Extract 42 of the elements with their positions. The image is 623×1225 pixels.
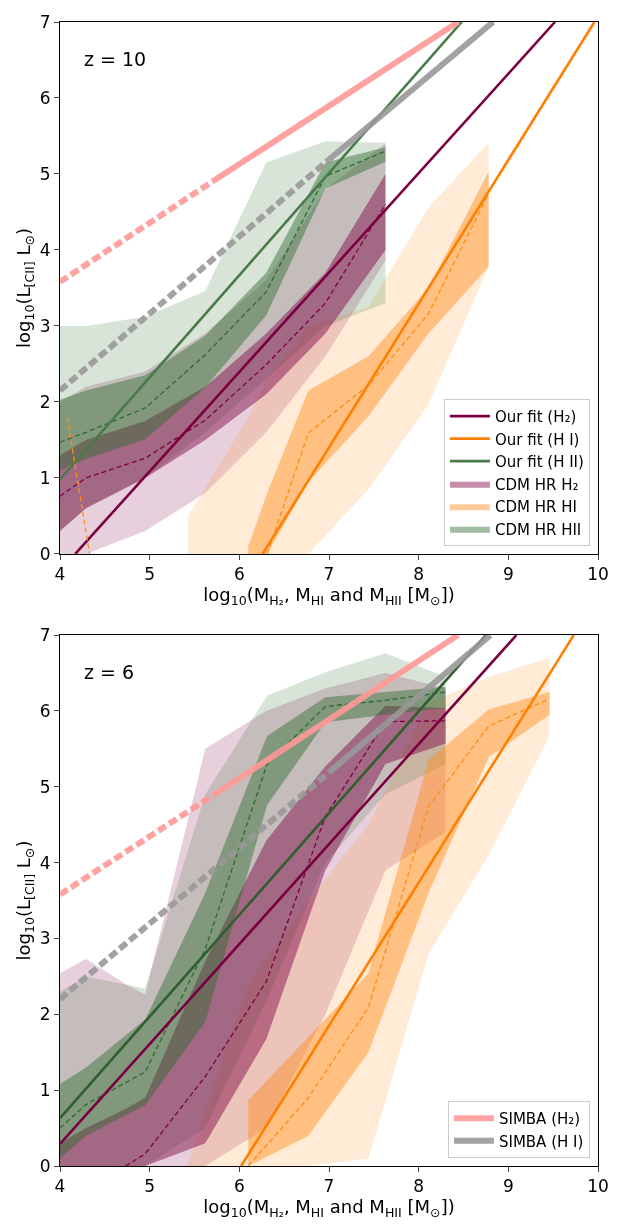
text: log$_{10}$(M$_{H₂}$, M$_{HI}$ and M$_{HII}$ [M$_{⊙}$]) bbox=[203, 1196, 455, 1221]
y-tick-label: 0 bbox=[39, 1155, 51, 1176]
x-tick-label: 4 bbox=[54, 564, 66, 585]
x-tick-label: 9 bbox=[502, 1176, 514, 1197]
y-tick-label: 7 bbox=[39, 11, 51, 32]
y-tick-label: 3 bbox=[39, 315, 51, 336]
y-tick-label: 6 bbox=[39, 700, 51, 721]
y-tick-label: 3 bbox=[39, 928, 51, 949]
x-tick-label: 10 bbox=[587, 1176, 609, 1197]
y-tick-label: 4 bbox=[39, 852, 51, 873]
x-tick-label: 8 bbox=[413, 1176, 425, 1197]
x-tick-label: 7 bbox=[323, 564, 335, 585]
legend-label: Our fit (H I) bbox=[494, 430, 580, 449]
x-tick-label: 5 bbox=[144, 564, 156, 585]
x-tick-label: 8 bbox=[413, 564, 425, 585]
y-tick-label: 0 bbox=[39, 543, 51, 564]
x-tick-label: 4 bbox=[54, 1176, 66, 1197]
y-tick-label: 1 bbox=[39, 1080, 51, 1101]
legend-label: SIMBA (H I) bbox=[498, 1132, 584, 1151]
legend-label: Our fit (H II) bbox=[494, 453, 584, 472]
x-tick-label: 6 bbox=[233, 1176, 245, 1197]
legend-label: SIMBA (H₂) bbox=[498, 1110, 581, 1129]
y-tick-label: 7 bbox=[39, 625, 51, 646]
annotation: z = 6 bbox=[84, 661, 135, 683]
x-tick-label: 7 bbox=[323, 1176, 335, 1197]
legend-label: CDM HR HII bbox=[494, 520, 582, 539]
y-tick-label: 2 bbox=[39, 391, 51, 412]
x-tick-label: 6 bbox=[233, 564, 245, 585]
x-tick-label: 10 bbox=[587, 564, 609, 585]
legend-label: CDM HR HI bbox=[494, 498, 577, 517]
y-tick-label: 4 bbox=[39, 239, 51, 260]
annotation: z = 10 bbox=[84, 48, 147, 70]
y-tick-label: 2 bbox=[39, 1004, 51, 1025]
x-tick-label: 9 bbox=[502, 564, 514, 585]
legend-label: CDM HR H₂ bbox=[494, 475, 579, 494]
y-tick-label: 5 bbox=[39, 776, 51, 797]
y-tick-label: 5 bbox=[39, 163, 51, 184]
y-tick-label: 6 bbox=[39, 87, 51, 108]
legend-label: Our fit (H₂) bbox=[494, 408, 577, 427]
text: log$_{10}$(M$_{H₂}$, M$_{HI}$ and M$_{HII}$ [M$_{⊙}$]) bbox=[203, 584, 455, 609]
x-tick-label: 5 bbox=[144, 1176, 156, 1197]
y-tick-label: 1 bbox=[39, 467, 51, 488]
